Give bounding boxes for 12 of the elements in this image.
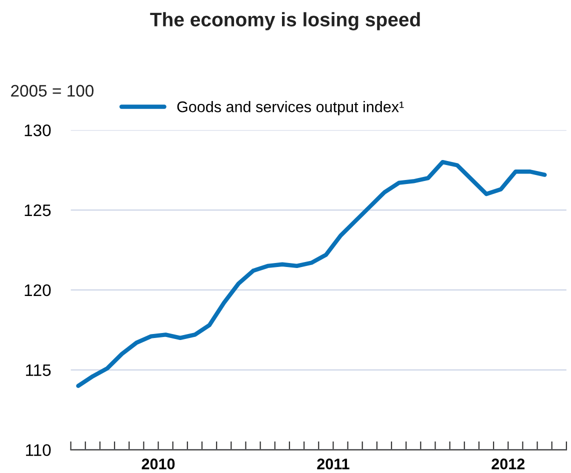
- x-tick-label: 2010: [142, 458, 175, 470]
- legend-label: Goods and services output index¹: [177, 101, 404, 116]
- y-tick-label: 110: [26, 444, 51, 456]
- x-tick-label: 2012: [492, 458, 525, 470]
- y-tick-label: 120: [24, 284, 51, 296]
- y-tick-label: 125: [24, 204, 51, 216]
- x-tick-label: 2011: [317, 458, 350, 470]
- line-series: [76, 160, 547, 388]
- chart-title: The economy is losing speed: [150, 12, 420, 30]
- y-axis-title: 2005 = 100: [11, 84, 94, 97]
- y-tick-label: 130: [24, 124, 51, 136]
- y-tick-label: 115: [26, 364, 51, 376]
